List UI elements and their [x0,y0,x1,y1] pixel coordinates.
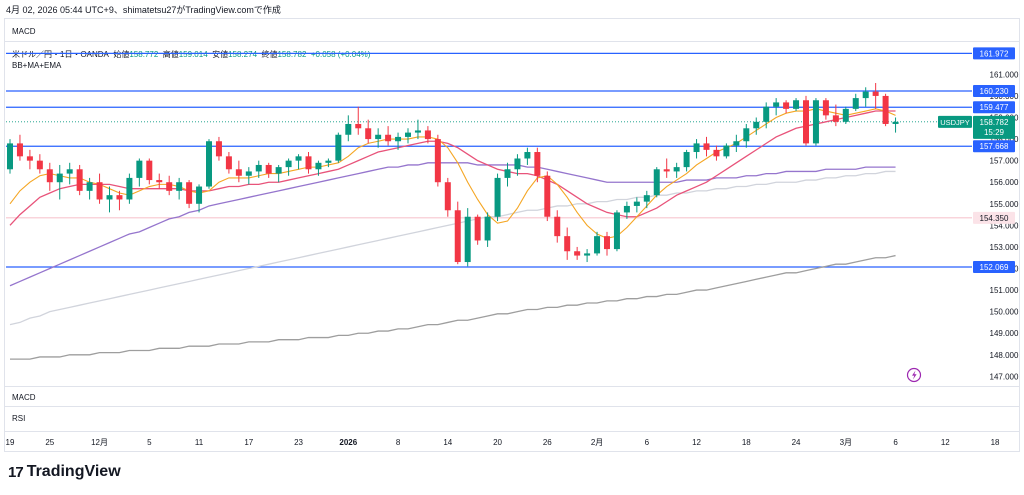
close-value: 158.782 [277,50,307,59]
macd-pane-label: MACD [12,393,36,402]
symbol-text[interactable]: 米ドル／円・1日・OANDA [12,50,109,59]
close-label: 終値 [261,50,278,59]
tradingview-mark-icon: 17 [8,463,24,481]
ohlc-legend: 米ドル／円・1日・OANDA 始値158.772 高値159.014 安値158… [12,49,370,60]
tradingview-logo[interactable]: 17 TradingView [8,463,121,481]
rsi-pane-label: RSI [12,414,26,423]
pane-separator-rsi[interactable] [4,406,1020,407]
high-label: 高値 [162,50,179,59]
tradingview-wordmark: TradingView [26,463,121,480]
open-label: 始値 [113,50,130,59]
chart-frame [4,18,1020,452]
high-value: 159.014 [178,50,208,59]
low-value: 158.274 [228,50,258,59]
macd-pane-label-top: MACD [12,27,36,36]
pane-separator-time [4,431,1020,432]
low-label: 安値 [212,50,229,59]
indicator-label[interactable]: BB+MA+EMA [12,61,62,70]
open-value: 158.772 [129,50,159,59]
pane-separator-macd[interactable] [4,386,1020,387]
change-value: +0.058 (+0.04%) [310,50,371,59]
pane-separator-top[interactable] [4,41,1020,42]
chart-header: 4月 02, 2026 05:44 UTC+9、shimatetsu27がTra… [6,5,281,15]
